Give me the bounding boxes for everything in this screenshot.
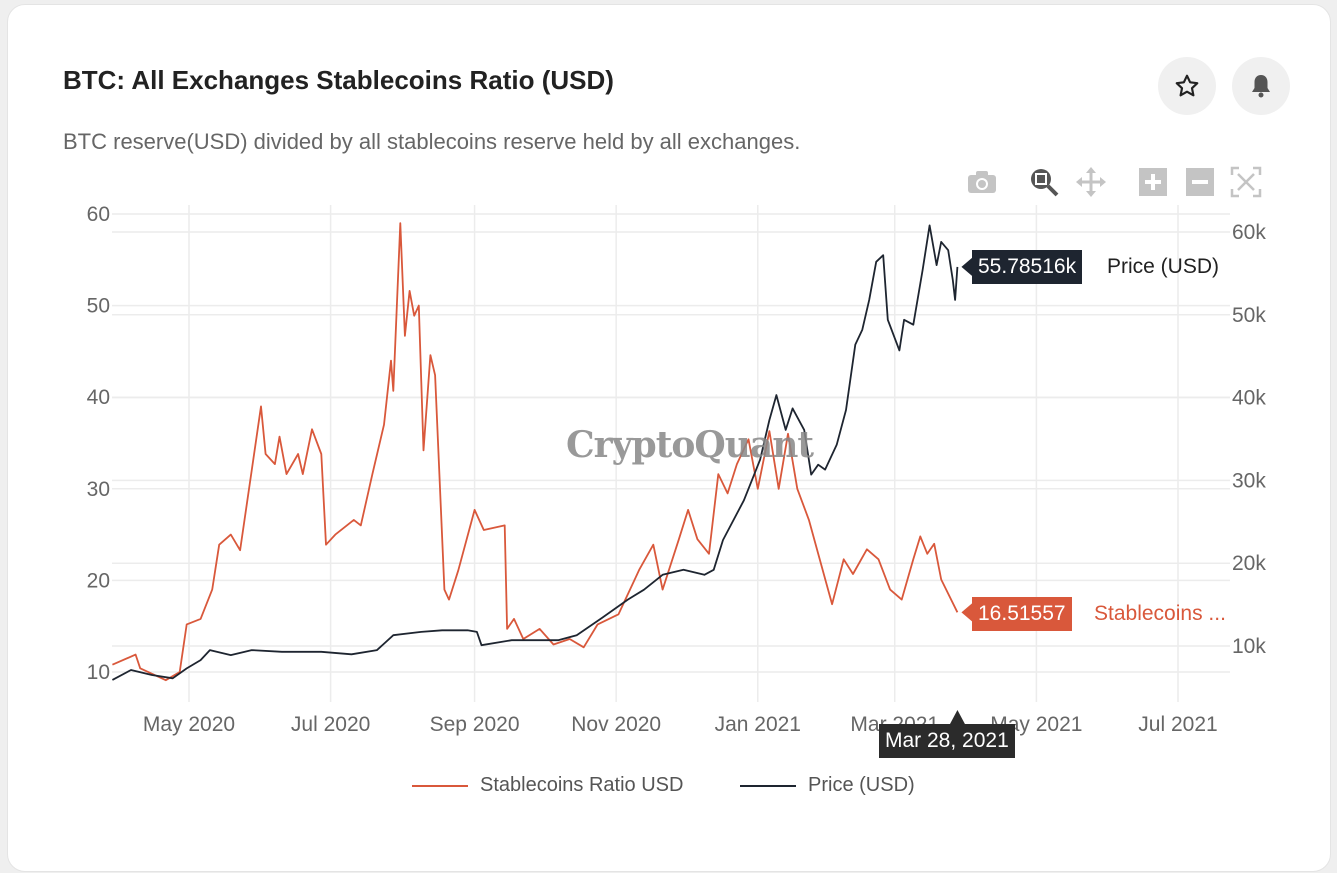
zoom-icon — [1031, 169, 1059, 197]
zoom-in-icon — [1139, 168, 1167, 196]
y-right-tick-label: 30k — [1232, 469, 1266, 492]
watermark-logo: CryptoQuant — [566, 424, 814, 466]
x-tick-label: Jul 2020 — [291, 713, 370, 736]
ratio-series-line — [112, 222, 959, 682]
x-tick-label: Nov 2020 — [571, 713, 661, 736]
price-series-line — [111, 224, 959, 681]
y-left-tick-label: 60 — [87, 203, 110, 226]
camera-button[interactable] — [966, 166, 998, 198]
legend-swatch-price — [740, 784, 796, 787]
chart-title: BTC: All Exchanges Stablecoins Ratio (US… — [63, 65, 614, 95]
ratio-hover-value: 16.51557 — [972, 597, 1072, 631]
legend-swatch-ratio — [412, 784, 468, 787]
y-left-tick-label: 30 — [87, 478, 110, 501]
pan-icon — [1076, 167, 1106, 197]
ratio-hover-name: Stablecoins ... — [1094, 602, 1226, 625]
y-right-tick-label: 40k — [1232, 387, 1266, 410]
y-left-tick-label: 40 — [87, 386, 110, 409]
zoom-in-button[interactable] — [1137, 166, 1169, 198]
legend-item-price[interactable]: Price (USD) — [740, 774, 915, 797]
y-right-tick-label: 10k — [1232, 635, 1266, 658]
y-right-tick-label: 60k — [1232, 221, 1266, 244]
star-icon — [1175, 74, 1199, 97]
zoom-out-button[interactable] — [1184, 166, 1216, 198]
legend-label-price: Price (USD) — [808, 774, 915, 796]
x-tick-label: Jul 2021 — [1138, 713, 1217, 736]
date-hover-label: Mar 28, 2021 — [879, 724, 1015, 758]
chart-card: BTC: All Exchanges Stablecoins Ratio (US… — [7, 4, 1331, 872]
pan-button[interactable] — [1075, 166, 1107, 198]
alert-button[interactable] — [1232, 57, 1290, 115]
zoom-out-icon — [1186, 168, 1214, 196]
price-hover-name: Price (USD) — [1107, 255, 1220, 278]
camera-icon — [968, 171, 996, 193]
price-hover-arrow — [961, 257, 972, 276]
chart-subtitle: BTC reserve(USD) divided by all stableco… — [63, 129, 801, 154]
y-right-tick-label: 50k — [1232, 304, 1266, 327]
legend-label-ratio: Stablecoins Ratio USD — [480, 774, 684, 796]
y-left-tick-label: 20 — [87, 569, 110, 592]
x-tick-label: May 2020 — [143, 713, 235, 736]
bell-icon — [1252, 75, 1270, 98]
ratio-hover-arrow — [961, 603, 972, 622]
x-tick-label: Jan 2021 — [715, 713, 801, 736]
legend-item-ratio[interactable]: Stablecoins Ratio USD — [412, 774, 683, 797]
x-tick-label: Sep 2020 — [430, 713, 520, 736]
y-left-tick-label: 50 — [87, 295, 110, 318]
y-right-tick-label: 20k — [1232, 552, 1266, 575]
date-hover-arrow — [949, 710, 966, 725]
zoom-button[interactable] — [1028, 166, 1060, 198]
price-hover-value: 55.78516k — [972, 250, 1083, 284]
favorite-button[interactable] — [1158, 57, 1216, 115]
autoscale-icon — [1230, 166, 1262, 198]
autoscale-button[interactable] — [1230, 166, 1262, 198]
y-left-tick-label: 10 — [87, 661, 110, 684]
